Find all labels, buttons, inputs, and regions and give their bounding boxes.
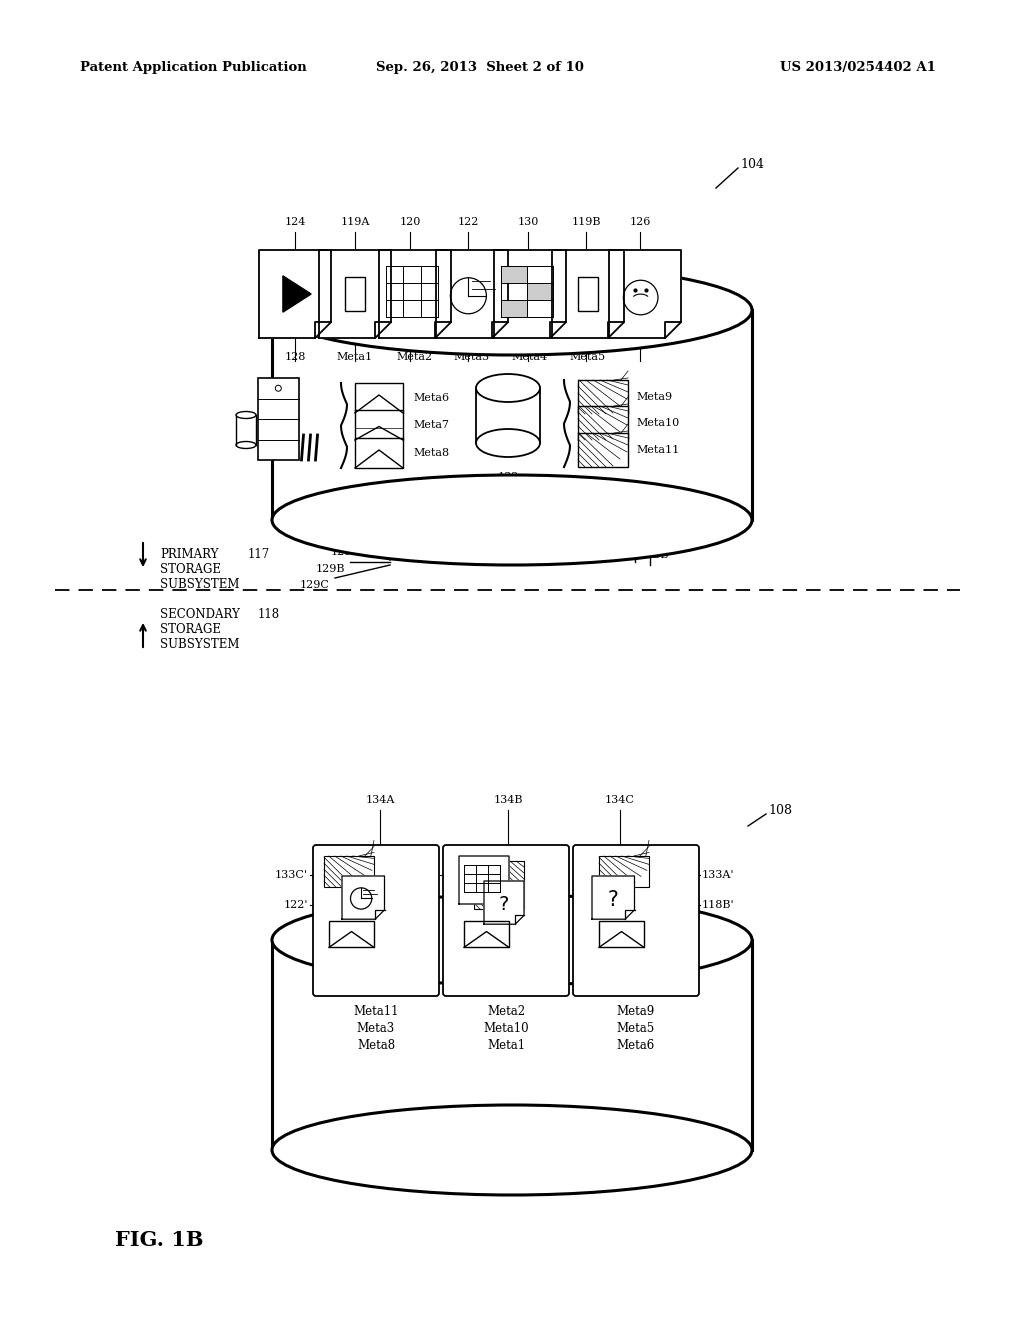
Polygon shape	[609, 249, 681, 338]
Text: 124: 124	[285, 216, 306, 227]
Bar	[345, 277, 366, 310]
Bar	[272, 310, 752, 520]
Polygon shape	[379, 249, 451, 338]
Polygon shape	[259, 249, 331, 338]
FancyBboxPatch shape	[443, 845, 569, 997]
Text: 129A: 129A	[331, 546, 360, 557]
Bar	[258, 378, 299, 459]
Text: 108: 108	[768, 804, 792, 817]
Text: Meta2
Meta10
Meta1: Meta2 Meta10 Meta1	[483, 1005, 528, 1052]
Polygon shape	[459, 855, 509, 904]
Text: 128: 128	[285, 352, 306, 362]
FancyBboxPatch shape	[573, 845, 699, 997]
Text: Meta6: Meta6	[413, 393, 450, 403]
Text: 129B: 129B	[315, 564, 345, 574]
Bar	[474, 861, 524, 909]
Text: 133A': 133A'	[702, 870, 734, 880]
Bar	[501, 300, 527, 317]
Text: SECONDARY
STORAGE
SUBSYSTEM: SECONDARY STORAGE SUBSYSTEM	[160, 609, 240, 651]
Text: Meta8: Meta8	[413, 447, 450, 458]
Text: 118B': 118B'	[702, 900, 734, 909]
Bar	[501, 265, 527, 282]
Ellipse shape	[476, 374, 540, 403]
Text: 129C: 129C	[300, 579, 330, 590]
Text: Meta9: Meta9	[636, 392, 672, 403]
Text: Sep. 26, 2013  Sheet 2 of 10: Sep. 26, 2013 Sheet 2 of 10	[376, 62, 584, 74]
Text: Meta5: Meta5	[570, 352, 606, 362]
Text: Meta11: Meta11	[636, 445, 679, 455]
Text: 129C': 129C'	[275, 931, 308, 940]
Text: 120': 120'	[414, 870, 438, 880]
Text: PRIMARY
STORAGE
SUBSYSTEM: PRIMARY STORAGE SUBSYSTEM	[160, 548, 240, 591]
Bar	[578, 277, 598, 310]
Text: 129A': 129A'	[702, 931, 734, 940]
Text: 134A: 134A	[366, 795, 394, 805]
Bar	[578, 380, 628, 414]
Bar	[355, 411, 403, 440]
Polygon shape	[283, 276, 311, 312]
Text: Meta2: Meta2	[397, 352, 433, 362]
Bar	[355, 438, 403, 469]
Ellipse shape	[236, 441, 256, 449]
Bar	[599, 921, 644, 948]
Text: 122: 122	[458, 216, 478, 227]
Polygon shape	[436, 249, 508, 338]
Text: 119B: 119B	[571, 216, 601, 227]
Polygon shape	[552, 249, 624, 338]
Text: 118: 118	[258, 609, 281, 620]
Ellipse shape	[272, 895, 752, 985]
Bar	[272, 940, 752, 1150]
Text: Patent Application Publication: Patent Application Publication	[80, 62, 307, 74]
Ellipse shape	[272, 1105, 752, 1195]
Text: Meta9
Meta5
Meta6: Meta9 Meta5 Meta6	[616, 1005, 655, 1052]
Polygon shape	[494, 249, 566, 338]
Text: Meta3: Meta3	[454, 352, 490, 362]
Bar	[464, 921, 509, 948]
Text: Meta7: Meta7	[413, 420, 449, 430]
Text: US 2013/0254402 A1: US 2013/0254402 A1	[780, 62, 936, 74]
Polygon shape	[592, 876, 635, 919]
Bar	[476, 388, 540, 444]
Bar	[324, 855, 374, 887]
Text: 133B': 133B'	[406, 900, 438, 909]
Text: 133B: 133B	[640, 550, 670, 560]
Text: 126: 126	[630, 216, 650, 227]
Ellipse shape	[272, 265, 752, 355]
Bar	[578, 407, 628, 440]
FancyBboxPatch shape	[313, 845, 439, 997]
Text: 117: 117	[248, 548, 270, 561]
Ellipse shape	[476, 429, 540, 457]
Text: FIG. 1B: FIG. 1B	[115, 1230, 204, 1250]
Bar	[578, 433, 628, 467]
Text: 119A': 119A'	[406, 931, 438, 940]
Text: Meta4: Meta4	[512, 352, 548, 362]
Text: 132: 132	[498, 473, 519, 482]
Polygon shape	[484, 880, 524, 924]
Text: Meta11
Meta3
Meta8: Meta11 Meta3 Meta8	[353, 1005, 398, 1052]
Bar	[355, 383, 403, 413]
Bar	[329, 921, 374, 948]
Text: 133A: 133A	[570, 540, 599, 550]
Polygon shape	[342, 876, 384, 919]
Text: 119A: 119A	[340, 216, 370, 227]
Text: ?: ?	[608, 890, 618, 909]
Ellipse shape	[272, 475, 752, 565]
Polygon shape	[319, 249, 391, 338]
Text: 133C: 133C	[655, 543, 685, 553]
Text: ?: ?	[499, 895, 509, 915]
Text: 134C: 134C	[605, 795, 635, 805]
Text: Meta1: Meta1	[337, 352, 373, 362]
Text: Meta10: Meta10	[636, 418, 679, 428]
Text: 122': 122'	[284, 900, 308, 909]
Text: 120: 120	[399, 216, 421, 227]
Circle shape	[275, 385, 282, 391]
Bar	[527, 282, 553, 300]
Ellipse shape	[236, 412, 256, 418]
Bar	[599, 855, 649, 887]
Text: 133C': 133C'	[275, 870, 308, 880]
Text: 104: 104	[740, 158, 764, 172]
Text: 134B: 134B	[494, 795, 522, 805]
Text: 130: 130	[517, 216, 539, 227]
